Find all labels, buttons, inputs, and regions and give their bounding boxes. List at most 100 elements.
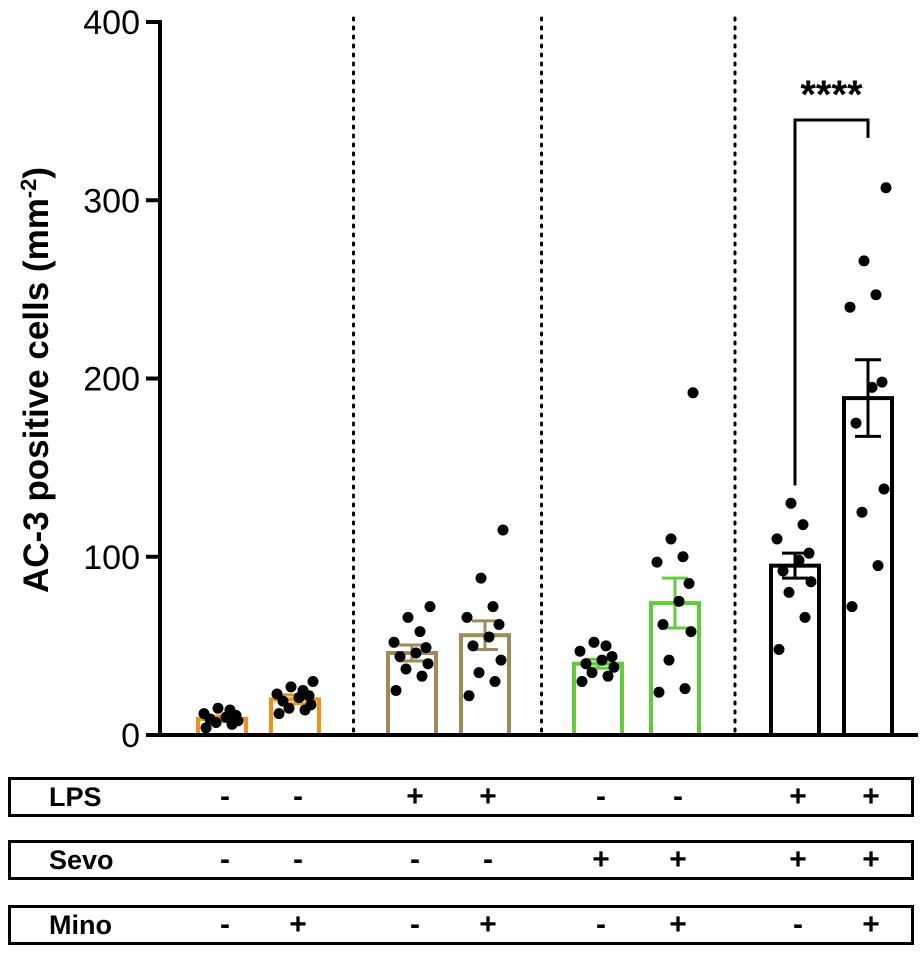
treatment-sign: - [793,908,803,941]
y-axis-label: AC-3 positive cells (mm-2) [16,167,56,593]
data-point [844,301,856,313]
row-label: LPS [49,782,102,812]
table-row-sevo: Sevo - - - - + + + + [8,840,914,880]
data-point [305,699,317,711]
data-point [783,586,795,598]
y-tick-label: 200 [83,361,140,399]
data-point [665,533,677,545]
treatment-sign: - [410,843,420,876]
data-point [483,631,495,643]
data-point [388,636,400,648]
data-point [653,686,665,698]
treatment-sign: - [410,908,420,941]
data-point [224,704,236,716]
data-point [410,647,422,659]
treatment-sign: + [669,908,687,941]
data-point [463,690,475,702]
treatment-sign: - [293,780,303,813]
significance-line [793,118,870,486]
treatment-sign: + [479,908,497,941]
data-point [198,708,210,720]
data-point [685,626,697,638]
data-point [588,636,600,648]
table-row-lps: LPS - - + + - - + + [8,777,914,817]
y-ticks: 0 100 200 300 400 [83,4,160,755]
data-point [420,642,432,654]
data-point [495,654,507,666]
data-point [414,626,426,638]
data-point [606,651,618,663]
data-point [580,658,592,670]
bar [842,396,894,737]
data-point [307,676,319,688]
data-point [602,670,614,682]
significance-bracket: **** [793,73,870,486]
data-point [797,519,809,531]
data-point [402,611,414,623]
y-tick-label: 0 [121,717,140,755]
chart: AC-3 positive cells (mm-2) 0 100 200 300 400… [16,4,918,755]
data-point [856,506,868,518]
data-point [876,376,888,388]
y-tick-label: 100 [83,539,140,577]
data-point [271,688,283,700]
data-point [212,702,224,714]
data-point [493,618,505,630]
data-point [285,681,297,693]
data-point [846,601,858,613]
row-label: Mino [49,910,112,940]
data-point [596,654,608,666]
treatment-sign: - [220,908,230,941]
data-point [586,667,598,679]
treatment-sign: - [596,908,606,941]
treatment-sign: - [293,843,303,876]
row-label: Sevo [49,845,114,875]
data-point [673,595,685,607]
data-point [422,658,434,670]
treatment-sign: + [789,843,807,876]
treatment-sign: + [406,780,424,813]
data-point [475,572,487,584]
data-point [771,533,783,545]
data-point [880,182,892,194]
data-point [657,618,669,630]
treatment-sign: - [220,780,230,813]
data-point [663,654,675,666]
data-point [424,601,436,613]
data-point [870,289,882,301]
data-point [273,708,285,720]
y-tick-label: 300 [83,182,140,220]
data-point [574,645,586,657]
data-point [200,722,212,734]
treatment-sign: + [592,843,610,876]
data-point [878,483,890,495]
data-point [872,560,884,572]
data-points [198,182,892,734]
treatment-sign: - [220,843,230,876]
treatment-sign: + [862,908,880,941]
data-point [777,565,789,577]
treatment-sign: + [289,908,307,941]
treatment-sign: - [596,780,606,813]
data-point [600,640,612,652]
table-row-mino: Mino - + - + - + - + [8,905,914,945]
data-point [785,497,797,509]
data-point [687,387,699,399]
data-point [400,663,412,675]
data-point [866,381,878,393]
data-point [489,676,501,688]
significance-label: **** [800,73,863,117]
bar [459,633,511,737]
data-point [793,554,805,566]
treatment-sign: + [479,780,497,813]
data-point [679,683,691,695]
treatment-sign: + [789,780,807,813]
data-point [497,524,509,536]
treatment-sign: - [673,780,683,813]
treatment-sign: - [483,843,493,876]
data-point [803,547,815,559]
data-point [297,684,309,696]
data-point [416,670,428,682]
data-point [461,611,473,623]
data-point [576,676,588,688]
